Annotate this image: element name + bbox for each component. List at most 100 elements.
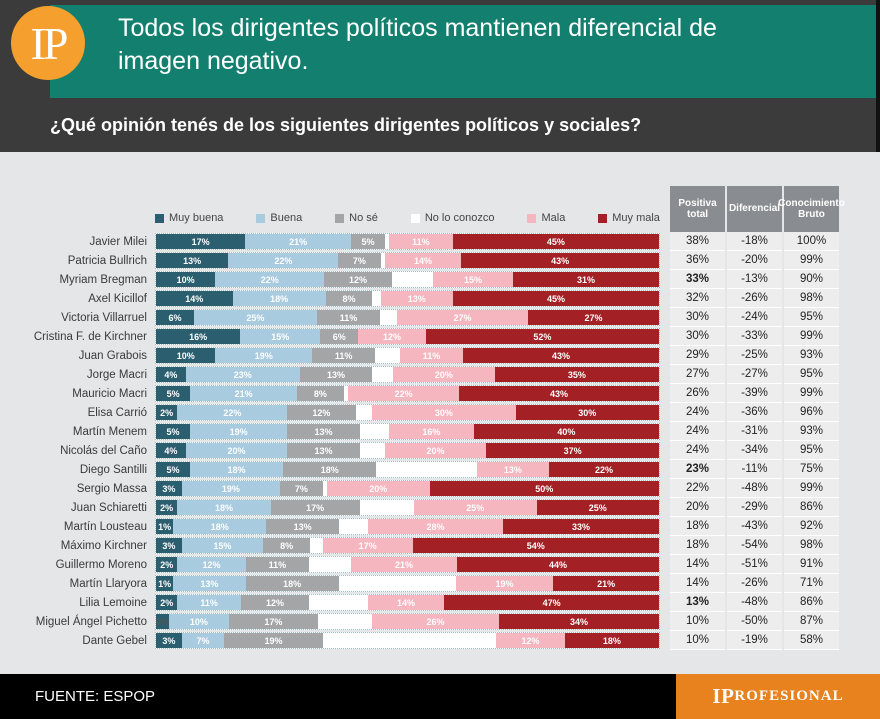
bar-segment: 7%	[338, 253, 381, 268]
bar-value-label: 22%	[394, 388, 413, 399]
conocimiento-bruto-cell: 91%	[784, 555, 839, 574]
bar-segment: 0%	[156, 614, 170, 629]
conocimiento-bruto-cell: 95%	[784, 365, 839, 384]
conocimiento-bruto-cell: 71%	[784, 574, 839, 593]
bar-value-label: 2%	[160, 502, 174, 513]
chart-row: Lilia Lemoine 2% 11% 12% 14% 47% 13% -48% 86%	[0, 593, 880, 612]
chart-row: Axel Kicillof 14% 18% 8% 13% 45% 32% -26% 98%	[0, 289, 880, 308]
bar-segment: 5%	[351, 234, 385, 249]
bar-segment: 10%	[169, 614, 229, 629]
bar-value-label: 2%	[160, 407, 174, 418]
diferencial-cell: -31%	[727, 422, 782, 441]
bar-segment	[338, 576, 456, 591]
bar-value-label: 14%	[397, 597, 416, 608]
bar-segment: 19%	[224, 633, 323, 648]
bar-value-label: 13%	[200, 578, 219, 589]
row-label: Myriam Bregman	[59, 273, 147, 286]
bar-value-label: 7%	[294, 483, 308, 494]
bar-value-label: 34%	[569, 616, 588, 627]
table-header-cell: Positiva total	[670, 186, 725, 232]
bar-segment: 11%	[389, 234, 453, 249]
bar-value-label: 1%	[158, 578, 172, 589]
question-text: ¿Qué opinión tenés de los siguientes dir…	[50, 114, 642, 135]
legend-label: Muy mala	[612, 212, 660, 224]
chart-row: Guillermo Moreno 2% 12% 11% 21% 44% 14% -51% 91%	[0, 555, 880, 574]
stacked-bar: 10% 19% 11% 11% 43%	[155, 347, 660, 364]
positiva-total-cell: 20%	[670, 498, 725, 517]
bar-value-label: 3%	[162, 635, 176, 646]
bar-value-label: 18%	[283, 578, 302, 589]
ip-logo-text: IP	[30, 17, 69, 69]
bar-value-label: 35%	[567, 369, 586, 380]
bar-segment: 18%	[245, 576, 339, 591]
bar-value-label: 40%	[557, 426, 576, 437]
diferencial-cell: -19%	[727, 631, 782, 650]
bar-value-label: 23%	[233, 369, 252, 380]
bar-value-label: 52%	[533, 331, 552, 342]
bar-segment: 10%	[156, 272, 216, 287]
bar-value-label: 6%	[332, 331, 346, 342]
bar-value-label: 47%	[542, 597, 561, 608]
chart-row: Elisa Carrió 2% 22% 12% 30% 30% 24% -36% 96%	[0, 403, 880, 422]
bar-segment: 21%	[351, 557, 457, 572]
bar-segment: 18%	[177, 500, 271, 515]
bar-value-label: 18%	[602, 635, 621, 646]
positiva-total-cell: 38%	[670, 232, 725, 251]
source-text: FUENTE: ESPOP	[35, 688, 156, 705]
diferencial-cell: -26%	[727, 574, 782, 593]
diferencial-cell: -50%	[727, 612, 782, 631]
stacked-bar: 1% 13% 18% 19% 21%	[155, 575, 660, 592]
bar-segment: 7%	[280, 481, 323, 496]
bar-segment: 1%	[156, 519, 174, 534]
bar-value-label: 13%	[293, 521, 312, 532]
bar-segment: 7%	[181, 633, 225, 648]
row-label: Miguel Ángel Pichetto	[35, 615, 147, 628]
conocimiento-bruto-cell: 99%	[784, 384, 839, 403]
positiva-total-cell: 22%	[670, 479, 725, 498]
bar-segment	[375, 348, 400, 363]
legend-item: Muy mala	[598, 212, 660, 224]
chart-row: Máximo Kirchner 3% 15% 8% 17% 54% 18% -54% 98%	[0, 536, 880, 555]
bar-segment: 11%	[312, 348, 376, 363]
bar-segment: 3%	[156, 633, 182, 648]
row-label: Martín Menem	[72, 425, 147, 438]
bar-segment	[380, 253, 385, 268]
bar-value-label: 20%	[434, 369, 453, 380]
positiva-total-cell: 29%	[670, 346, 725, 365]
table-row: 30% -24% 95%	[670, 308, 839, 327]
row-label: Juan Schiaretti	[70, 501, 147, 514]
bar-segment: 37%	[486, 443, 659, 458]
legend-label: Buena	[270, 212, 303, 224]
bar-segment	[359, 443, 385, 458]
bar-segment: 12%	[324, 272, 392, 287]
bar-value-label: 12%	[312, 407, 331, 418]
header: IP Todos los dirigentes políticos mantie…	[0, 0, 880, 152]
bar-segment: 5%	[156, 462, 190, 477]
bar-value-label: 19%	[254, 350, 273, 361]
bar-value-label: 12%	[266, 597, 285, 608]
legend-label: No sé	[349, 212, 378, 224]
bar-segment: 12%	[287, 405, 356, 420]
table-header: Positiva total Diferencial Conocimiento Br…	[670, 186, 845, 232]
conocimiento-bruto-cell: 99%	[784, 479, 839, 498]
chart-row: Dante Gebel 3% 7% 19% 12% 18% 10% -19% 58%	[0, 631, 880, 650]
bar-segment	[310, 538, 323, 553]
bar-segment: 16%	[156, 329, 241, 344]
bar-segment: 23%	[185, 367, 300, 382]
table-row: 30% -33% 99%	[670, 327, 839, 346]
bar-value-label: 43%	[551, 255, 570, 266]
brand-prefix: IP	[712, 684, 735, 708]
chart-row: Nicolás del Caño 4% 20% 13% 20% 37% 24% -34% 95%	[0, 441, 880, 460]
bar-segment: 25%	[194, 310, 317, 325]
table-row: 33% -13% 90%	[670, 270, 839, 289]
table-header-cell: Conocimiento Bruto	[778, 186, 845, 232]
question-bar: ¿Qué opinión tenés de los siguientes dir…	[50, 98, 876, 152]
table-row: 10% -19% 58%	[670, 631, 839, 650]
row-label: Elisa Carrió	[87, 406, 147, 419]
bar-value-label: 11%	[268, 559, 287, 570]
bar-segment: 13%	[287, 424, 360, 439]
bar-segment: 21%	[245, 234, 352, 249]
row-label: Cristina F. de Kirchner	[33, 330, 147, 343]
conocimiento-bruto-cell: 93%	[784, 346, 839, 365]
bar-segment: 14%	[384, 253, 462, 268]
